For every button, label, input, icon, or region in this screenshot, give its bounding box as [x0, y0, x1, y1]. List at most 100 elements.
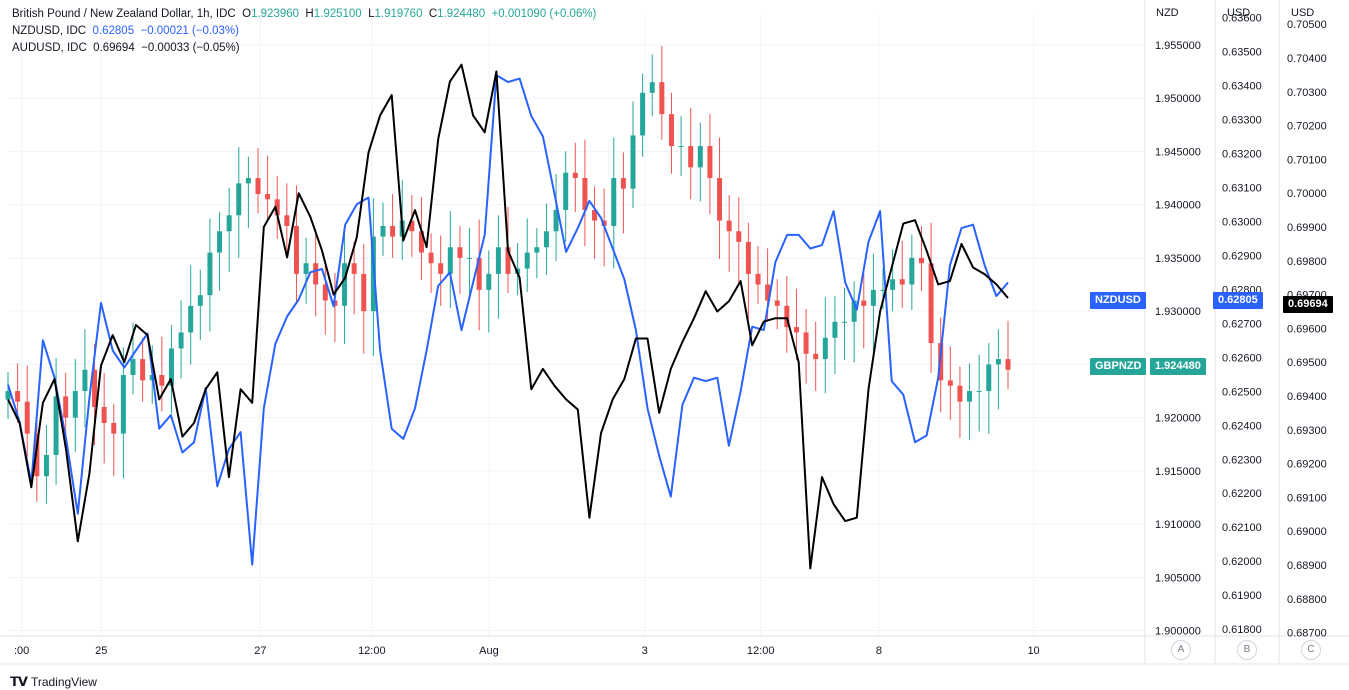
- legend-change: +0.001090 (+0.06%): [491, 8, 597, 20]
- candle-body: [832, 321, 838, 338]
- axis-a-tick: 1.920000: [1155, 413, 1201, 425]
- axis-b-tick: 0.63500: [1222, 46, 1262, 58]
- candle-body: [957, 385, 963, 402]
- legend-audusd-change: −0.00033 (−0.05%): [141, 42, 240, 54]
- candle-body: [880, 289, 886, 291]
- x-axis-tick: Aug: [479, 645, 499, 657]
- chart-legend: British Pound / New Zealand Dollar, 1h, …: [12, 6, 596, 57]
- x-axis-tick: 12:00: [747, 645, 775, 657]
- candle-body: [130, 359, 136, 376]
- axis-b-tick: 0.63400: [1222, 80, 1262, 92]
- candle-body: [322, 284, 328, 301]
- candle-body: [284, 215, 290, 226]
- axis-a-tick: 1.930000: [1155, 306, 1201, 318]
- axis-c-tick: 0.70100: [1287, 154, 1327, 166]
- legend-close: 1.924480: [437, 8, 486, 20]
- candle-body: [140, 359, 146, 381]
- scale-c-button[interactable]: C: [1301, 640, 1321, 660]
- axis-b-tick: 0.63200: [1222, 148, 1262, 160]
- candle-body: [649, 82, 655, 93]
- candle-body: [457, 247, 463, 258]
- axis-a-tick: 1.935000: [1155, 253, 1201, 265]
- candle-body: [15, 391, 21, 402]
- candle-body: [303, 263, 309, 274]
- candle-body: [543, 231, 549, 248]
- candle-body: [467, 257, 473, 259]
- candle-body: [765, 284, 771, 301]
- nzdusd-line: [7, 74, 1009, 566]
- axis-b-tick: 0.63600: [1222, 12, 1262, 24]
- gbpnzd-name-badge: GBPNZD: [1090, 358, 1147, 375]
- axis-b-tick: 0.63100: [1222, 182, 1262, 194]
- axis-b-head: USD: [1227, 7, 1251, 19]
- candle-body: [293, 225, 299, 274]
- x-axis-tick: :00: [14, 645, 29, 657]
- candle-body: [159, 375, 165, 386]
- candle-body: [774, 300, 780, 306]
- candle-body: [63, 396, 69, 418]
- axis-c-tick: 0.70000: [1287, 188, 1327, 200]
- scale-a-button[interactable]: A: [1171, 640, 1191, 660]
- candle-body: [553, 209, 559, 232]
- candle-body: [640, 92, 646, 136]
- candle-body: [745, 241, 751, 274]
- candle-body: [822, 337, 828, 360]
- x-axis-tick: 27: [254, 645, 266, 657]
- candle-body: [226, 215, 232, 232]
- candle-body: [755, 273, 761, 285]
- candle-body: [245, 178, 251, 184]
- candle-body: [524, 252, 530, 269]
- scale-b-button[interactable]: B: [1237, 640, 1257, 660]
- candle-body: [217, 231, 223, 253]
- nzdusd-name-badge: NZDUSD: [1090, 292, 1146, 309]
- axis-c-tick: 0.69900: [1287, 222, 1327, 234]
- legend-audusd-value: 0.69694: [93, 42, 135, 54]
- axis-c-tick: 0.69100: [1287, 492, 1327, 504]
- candle-body: [563, 172, 569, 210]
- candle-body: [630, 135, 636, 189]
- axis-c-tick: 0.69600: [1287, 323, 1327, 335]
- candle-body: [601, 220, 607, 226]
- candle-body: [43, 454, 49, 477]
- tradingview-logo-icon: 𝗧𝗩: [10, 674, 28, 689]
- nzdusd-value-badge: 0.62805: [1213, 292, 1263, 309]
- axis-c-tick: 0.69200: [1287, 459, 1327, 471]
- candle-body: [418, 231, 424, 253]
- candle-body: [697, 146, 703, 168]
- axis-c-tick: 0.68700: [1287, 628, 1327, 640]
- candle-body: [476, 257, 482, 290]
- axis-b-tick: 0.62600: [1222, 352, 1262, 364]
- candle-body: [842, 321, 848, 323]
- candle-body: [976, 391, 982, 393]
- axis-a-head: NZD: [1156, 7, 1179, 19]
- axis-c-tick: 0.69400: [1287, 391, 1327, 403]
- legend-low: 1.919760: [374, 8, 423, 20]
- candle-body: [255, 178, 261, 194]
- x-axis-tick: 8: [876, 645, 882, 657]
- legend-nzdusd-value: 0.62805: [92, 25, 135, 37]
- candle-body: [784, 305, 790, 328]
- axis-b-tick: 0.63000: [1222, 216, 1262, 228]
- footer[interactable]: 𝗧𝗩 TradingView: [10, 674, 97, 690]
- x-axis-tick: 12:00: [358, 645, 386, 657]
- candle-body: [188, 305, 194, 333]
- axis-a-tick: 1.955000: [1155, 40, 1201, 52]
- axis-a-tick: 1.945000: [1155, 146, 1201, 158]
- candle-body: [438, 263, 444, 274]
- axis-c-tick: 0.68800: [1287, 594, 1327, 606]
- candle-body: [678, 146, 684, 148]
- candle-body: [592, 209, 598, 221]
- candle-body: [265, 193, 271, 200]
- candle-body: [313, 263, 319, 285]
- candle-body: [111, 422, 117, 434]
- candle-body: [168, 348, 174, 386]
- candle-body: [92, 369, 98, 408]
- candle-body: [726, 220, 732, 232]
- candle-body: [899, 279, 905, 285]
- candle-body: [688, 146, 694, 168]
- candle-body: [736, 231, 742, 242]
- axis-b-tick: 0.62100: [1222, 522, 1262, 534]
- candle-body: [986, 364, 992, 392]
- candle-body: [5, 391, 11, 400]
